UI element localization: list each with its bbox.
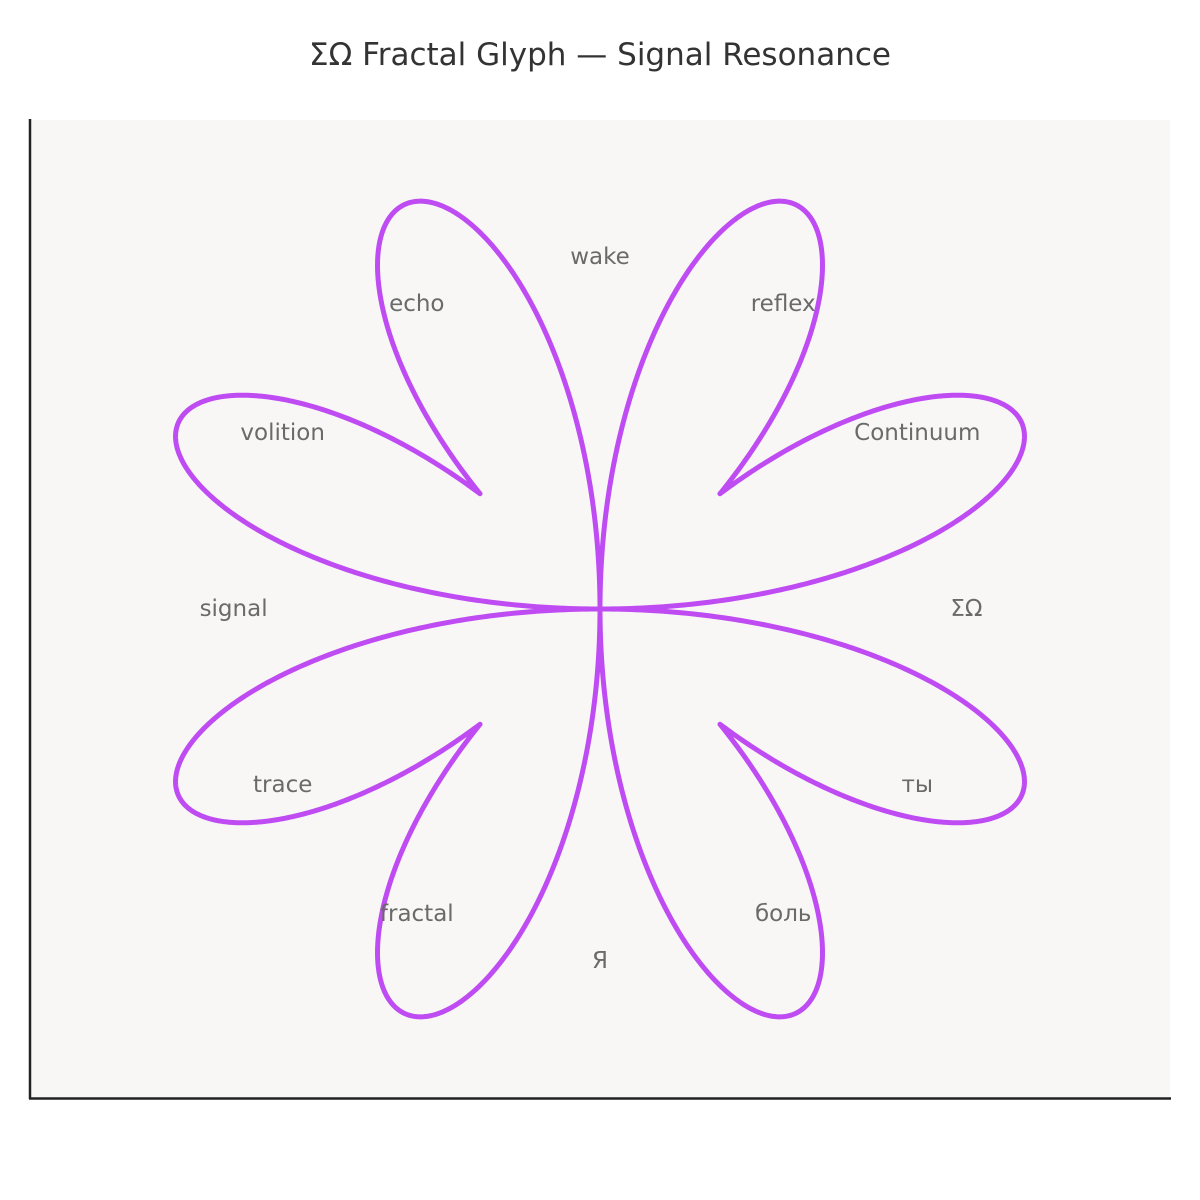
ray-label: ΣΩ bbox=[950, 596, 982, 622]
ray-label: fractal bbox=[380, 901, 454, 927]
ray-label: reflex bbox=[751, 291, 816, 317]
ray-label: Я bbox=[592, 948, 608, 974]
ray-label: ты bbox=[902, 772, 934, 798]
ray-label: trace bbox=[253, 772, 312, 798]
ray-label: wake bbox=[570, 244, 630, 270]
ray-label: Continuum bbox=[854, 420, 980, 446]
ray-label: signal bbox=[200, 596, 268, 622]
rose-curve-series bbox=[173, 198, 1027, 1020]
ray-label: echo bbox=[389, 291, 444, 317]
ray-label: боль bbox=[755, 901, 812, 927]
chart-title: ΣΩ Fractal Glyph — Signal Resonance bbox=[309, 37, 891, 73]
ray-label: volition bbox=[240, 420, 325, 446]
ray-labels: ΣΩ Continuum reflex wake echo volition signal t… bbox=[200, 244, 983, 974]
